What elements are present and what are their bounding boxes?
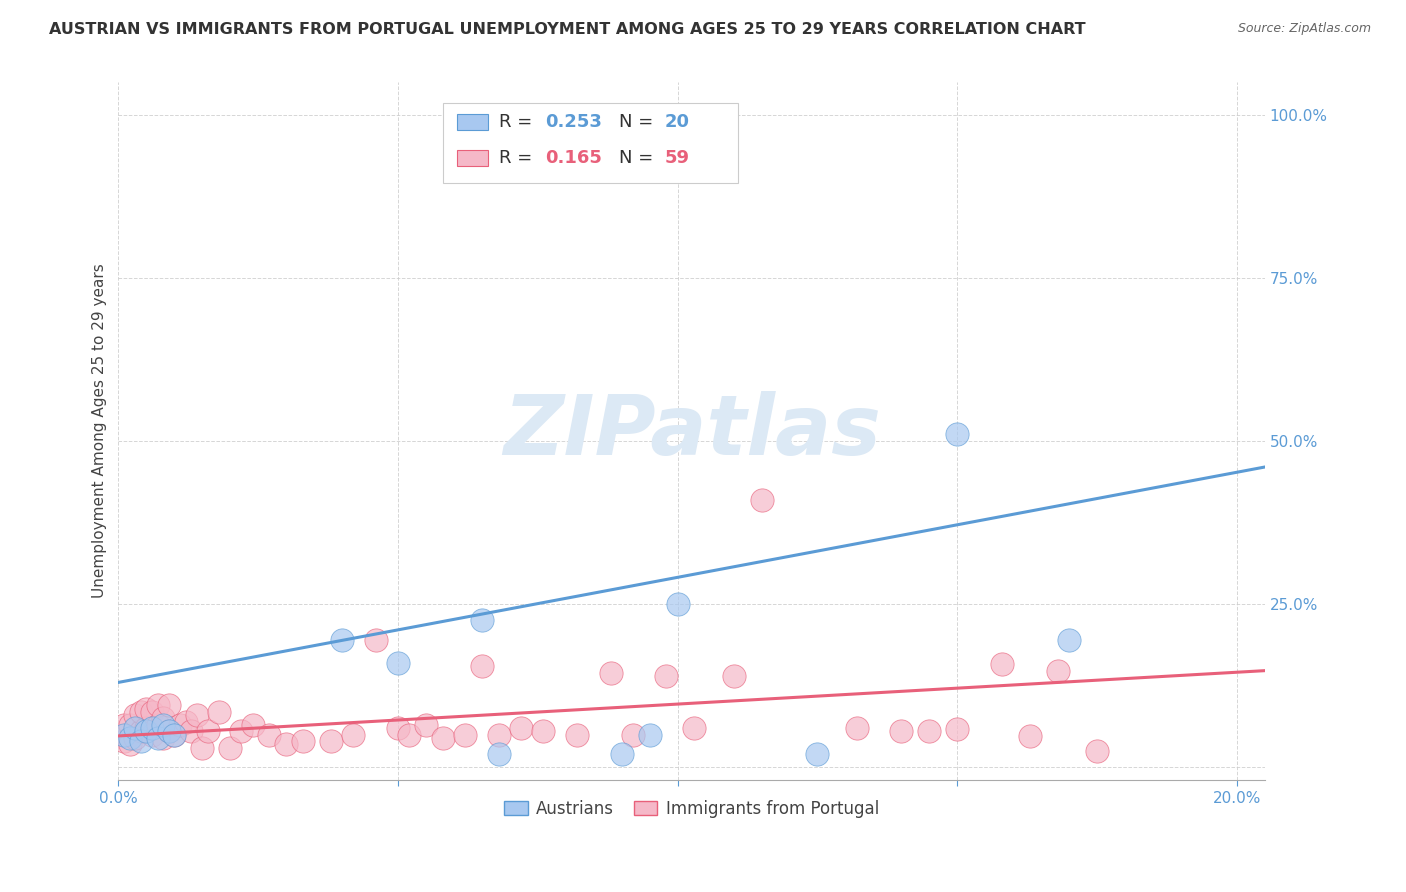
Point	[364, 632, 387, 647]
Point	[890, 724, 912, 739]
Point	[146, 718, 169, 732]
Point	[610, 747, 633, 762]
Point	[387, 656, 409, 670]
Point	[146, 731, 169, 745]
Text: Source: ZipAtlas.com: Source: ZipAtlas.com	[1237, 22, 1371, 36]
Point	[510, 721, 533, 735]
Point	[845, 721, 868, 735]
Point	[1046, 664, 1069, 678]
Text: 0.253: 0.253	[546, 113, 602, 131]
Point	[471, 659, 494, 673]
Point	[398, 728, 420, 742]
Point	[141, 705, 163, 719]
Point	[991, 657, 1014, 672]
Point	[157, 724, 180, 739]
Point	[118, 718, 141, 732]
Point	[180, 724, 202, 739]
Point	[387, 721, 409, 735]
Point	[655, 669, 678, 683]
Point	[124, 721, 146, 735]
Point	[276, 738, 298, 752]
Point	[533, 724, 555, 739]
Point	[163, 728, 186, 742]
Point	[242, 718, 264, 732]
Text: AUSTRIAN VS IMMIGRANTS FROM PORTUGAL UNEMPLOYMENT AMONG AGES 25 TO 29 YEARS CORR: AUSTRIAN VS IMMIGRANTS FROM PORTUGAL UNE…	[49, 22, 1085, 37]
Point	[599, 665, 621, 680]
Point	[152, 731, 174, 745]
Point	[135, 724, 157, 739]
Point	[112, 728, 135, 742]
Text: ZIPatlas: ZIPatlas	[503, 391, 880, 472]
Point	[415, 718, 437, 732]
Point	[124, 731, 146, 745]
Point	[259, 728, 281, 742]
Point	[208, 705, 231, 719]
Point	[118, 738, 141, 752]
Point	[683, 721, 706, 735]
Point	[141, 721, 163, 735]
Point	[488, 747, 510, 762]
Text: N =: N =	[619, 113, 658, 131]
Point	[191, 740, 214, 755]
Point	[342, 728, 364, 742]
Point	[621, 728, 644, 742]
Point	[129, 705, 152, 719]
Point	[186, 708, 208, 723]
Point	[638, 728, 661, 742]
Point	[146, 698, 169, 713]
Point	[124, 708, 146, 723]
Point	[129, 724, 152, 739]
Y-axis label: Unemployment Among Ages 25 to 29 years: Unemployment Among Ages 25 to 29 years	[93, 264, 107, 599]
Point	[432, 731, 454, 745]
Text: 0.165: 0.165	[546, 149, 602, 167]
Text: R =: R =	[499, 113, 538, 131]
Point	[1019, 729, 1042, 743]
Point	[565, 728, 588, 742]
Point	[946, 723, 969, 737]
Point	[174, 714, 197, 729]
Text: R =: R =	[499, 149, 538, 167]
Point	[129, 734, 152, 748]
Point	[565, 107, 588, 121]
Point	[231, 724, 253, 739]
Text: 59: 59	[665, 149, 690, 167]
Point	[1057, 632, 1080, 647]
Point	[141, 728, 163, 742]
Point	[291, 734, 314, 748]
Point	[471, 614, 494, 628]
Point	[751, 492, 773, 507]
Point	[112, 734, 135, 748]
Point	[163, 728, 186, 742]
Point	[488, 728, 510, 742]
Point	[319, 734, 342, 748]
Point	[723, 669, 745, 683]
Point	[454, 728, 477, 742]
Point	[197, 724, 219, 739]
Point	[666, 597, 689, 611]
Point	[806, 747, 828, 762]
Text: 20: 20	[665, 113, 690, 131]
Point	[1085, 744, 1108, 758]
Point	[488, 107, 510, 121]
Point	[152, 718, 174, 732]
Point	[946, 427, 969, 442]
Point	[118, 731, 141, 745]
Point	[330, 632, 353, 647]
Point	[918, 724, 941, 739]
Point	[135, 701, 157, 715]
Point	[135, 721, 157, 735]
Text: N =: N =	[619, 149, 658, 167]
Point	[152, 711, 174, 725]
Point	[169, 718, 191, 732]
Legend: Austrians, Immigrants from Portugal: Austrians, Immigrants from Portugal	[498, 793, 886, 824]
Point	[157, 698, 180, 713]
Point	[157, 724, 180, 739]
Point	[219, 740, 242, 755]
Point	[112, 718, 135, 732]
